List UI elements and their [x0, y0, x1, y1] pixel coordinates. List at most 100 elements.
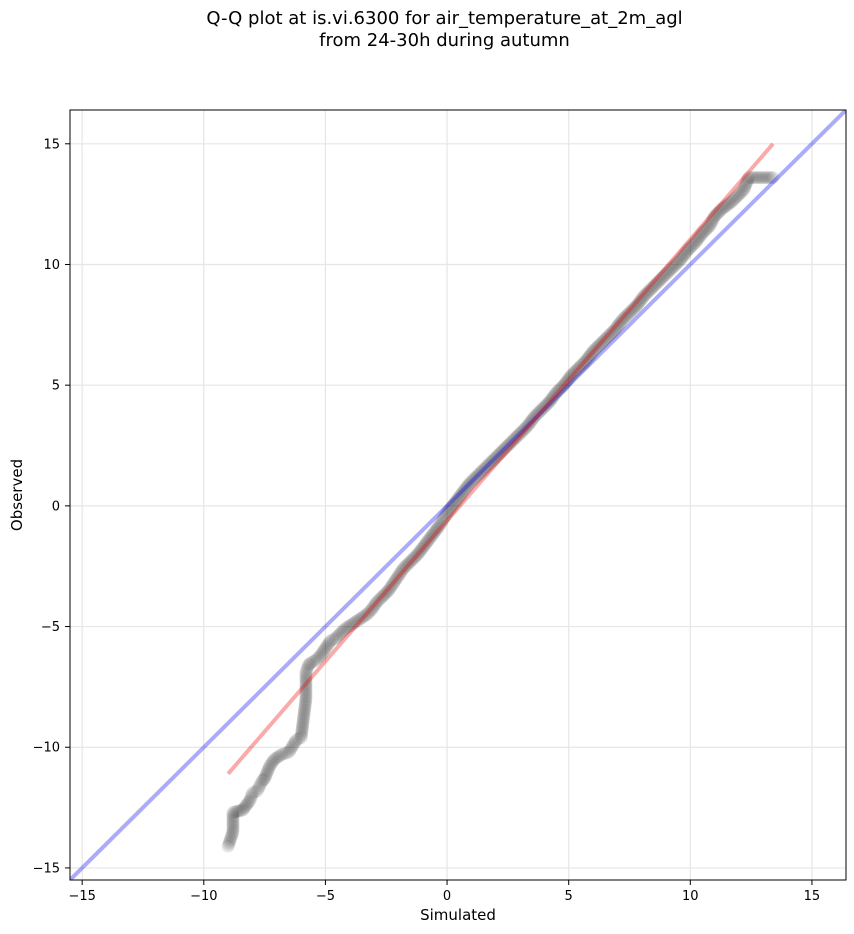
qq-point: [512, 428, 526, 442]
qq-point: [265, 756, 279, 770]
qq-point: [469, 470, 483, 484]
qq-point: [510, 429, 524, 443]
qq-point: [314, 649, 328, 663]
qq-point: [253, 779, 267, 793]
qq-point: [507, 432, 521, 446]
qq-point: [429, 523, 443, 537]
qq-point: [494, 445, 508, 459]
qq-point: [468, 471, 482, 485]
qq-point: [681, 243, 695, 257]
qq-point: [237, 801, 251, 815]
qq-point: [434, 516, 448, 530]
qq-point: [571, 361, 585, 375]
qq-point: [427, 526, 441, 540]
qq-point: [570, 363, 584, 377]
qq-point: [477, 463, 491, 477]
qq-point: [668, 258, 682, 272]
qq-point: [413, 544, 427, 558]
qq-point: [584, 348, 598, 362]
qq-point: [665, 261, 679, 275]
qq-point: [239, 798, 253, 812]
qq-point: [687, 237, 701, 251]
qq-point: [387, 576, 401, 590]
qq-point: [637, 289, 651, 303]
qq-point: [318, 641, 332, 655]
qq-point: [599, 331, 613, 345]
qq-point: [497, 442, 511, 456]
qq-point: [299, 676, 313, 690]
qq-point: [404, 554, 418, 568]
plot-frame: [69, 109, 847, 881]
qq-point: [685, 239, 699, 253]
qq-point: [366, 601, 380, 615]
qq-point: [641, 285, 655, 299]
qq-point: [545, 392, 559, 406]
qq-point: [228, 805, 242, 819]
qq-point: [320, 639, 334, 653]
qq-point: [367, 599, 381, 613]
qq-point: [703, 219, 717, 233]
qq-point: [677, 248, 691, 262]
qq-point: [379, 586, 393, 600]
x-tick-label: −5: [316, 889, 335, 904]
qq-point: [455, 487, 469, 501]
qq-point: [490, 450, 504, 464]
qq-point: [439, 508, 453, 522]
qq-point: [462, 477, 476, 491]
qq-point: [299, 685, 313, 699]
qq-point: [625, 303, 639, 317]
fit-line: [226, 142, 775, 776]
qq-point: [363, 604, 377, 618]
y-tick-label: 5: [52, 379, 60, 394]
qq-point: [394, 565, 408, 579]
qq-point: [382, 583, 396, 597]
qq-point: [698, 223, 712, 237]
qq-point: [755, 171, 769, 185]
qq-point: [461, 479, 475, 493]
qq-point: [493, 447, 507, 461]
x-tick-label: 5: [565, 889, 573, 904]
qq-point: [412, 546, 426, 560]
qq-point: [295, 722, 309, 736]
qq-point: [352, 612, 366, 626]
qq-point: [539, 398, 553, 412]
qq-point: [606, 324, 620, 338]
qq-point: [568, 364, 582, 378]
qq-point: [286, 739, 300, 753]
qq-point: [296, 718, 310, 732]
qq-point: [762, 171, 776, 185]
qq-point: [465, 474, 479, 488]
qq-point: [744, 171, 758, 185]
qq-point: [557, 378, 571, 392]
qq-point: [292, 732, 306, 746]
qq-point: [299, 683, 313, 697]
qq-point: [757, 171, 771, 185]
qq-point: [225, 827, 239, 841]
qq-point: [395, 563, 409, 577]
qq-point: [384, 580, 398, 594]
qq-point: [299, 690, 313, 704]
qq-point: [238, 800, 252, 814]
qq-point: [463, 476, 477, 490]
y-tick-label: −15: [33, 861, 60, 876]
qq-point: [491, 448, 505, 462]
qq-point: [669, 257, 683, 271]
qq-point: [295, 726, 309, 740]
qq-point: [223, 835, 237, 849]
qq-point: [277, 747, 291, 761]
qq-point: [297, 705, 311, 719]
qq-point: [671, 256, 685, 270]
qq-point: [627, 301, 641, 315]
qq-point: [232, 804, 246, 818]
qq-point: [260, 766, 274, 780]
qq-point: [432, 520, 446, 534]
qq-point: [543, 393, 557, 407]
qq-point: [421, 534, 435, 548]
qq-point: [457, 484, 471, 498]
qq-point: [390, 571, 404, 585]
qq-point: [653, 273, 667, 287]
x-tick-label: −15: [68, 889, 95, 904]
qq-point: [396, 562, 410, 576]
qq-point: [245, 789, 259, 803]
qq-point: [262, 762, 276, 776]
